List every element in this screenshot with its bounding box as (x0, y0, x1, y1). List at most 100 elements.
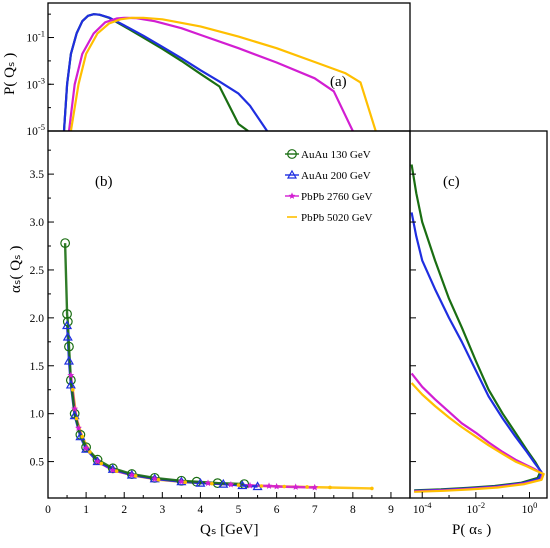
panel-b-xtick-label: 7 (312, 504, 318, 516)
panel-c-xtick-label-2: 100 (522, 500, 538, 516)
panel-b-point-PbPb5020 (183, 480, 187, 484)
panel-a-frame (47, 2, 411, 132)
panel-b-point-AuAu200 (63, 355, 74, 365)
panel-b-ytick-label: 0.5 (30, 457, 45, 469)
panel-a-line-PbPb5020 (69, 16, 377, 131)
panel-a-line-PbPb2760 (67, 16, 354, 131)
panel-c-ticks: 10-4 10-2 100 (410, 173, 538, 516)
panel-a-density-of-qs: 10-1 10-3 10-5 (a) P( Qₛ ) (2, 2, 411, 138)
panel-b-point-PbPb5020 (236, 483, 241, 487)
panel-b-point-PbPb5020 (305, 485, 309, 489)
panel-b-point-PbPb2760 (292, 483, 300, 490)
panel-c-xlabel: P( αₛ ) (452, 522, 491, 538)
panel-b-ytick-label: 2.5 (30, 265, 45, 277)
panel-b-xtick-label: 9 (388, 504, 394, 516)
panel-b-point-PbPb2760 (109, 466, 117, 474)
panel-b-point-AuAu200 (195, 477, 206, 487)
panel-b-point-PbPb2760 (227, 481, 235, 488)
panel-b-point-PbPb2760 (311, 483, 319, 491)
legend-marker-AuAu130 (287, 149, 297, 159)
panel-b-point-AuAu130 (64, 341, 74, 352)
panel-b-point-AuAu200 (107, 464, 118, 473)
panel-b-xtick-label: 3 (159, 504, 165, 516)
panel-b-point-PbPb5020 (370, 486, 374, 491)
panel-b-point-PbPb5020 (259, 484, 264, 488)
panel-a-tag: (a) (330, 74, 347, 90)
panel-b-point-PbPb5020 (70, 387, 75, 392)
panel-b-band-PbPb2760 (69, 375, 315, 489)
panel-b-point-PbPb5020 (88, 450, 92, 454)
panel-b-point-PbPb5020 (99, 461, 104, 466)
panel-b-point-PbPb2760 (71, 405, 79, 412)
legend-marker-PbPb2760 (288, 192, 296, 199)
panel-c-density-of-alpha: 10-4 10-2 100 (c) P( αₛ ) (409, 130, 548, 538)
panel-c-xtick-label-0: 10-4 (413, 500, 432, 516)
panel-b-point-PbPb5020 (210, 481, 214, 486)
panel-b-point-PbPb5020 (74, 416, 79, 421)
panel-b-ytick-label: 1.5 (30, 361, 45, 373)
panel-b-point-AuAu200 (81, 443, 92, 453)
panel-c-xtick-label-1: 10-2 (467, 500, 486, 516)
panel-b-point-AuAu200 (218, 478, 229, 488)
panel-c-line-PbPb2760 (410, 372, 545, 493)
panel-b-point-PbPb5020 (114, 469, 119, 473)
panel-b-point-PbPb2760 (75, 424, 82, 431)
panel-b-point-PbPb2760 (265, 482, 273, 489)
legend-marker-AuAu200 (286, 169, 298, 179)
panel-a-ticks: 10-1 10-3 10-5 (26, 13, 54, 138)
panel-a-ytick-label-2: 10-5 (26, 122, 45, 138)
panel-b-point-AuAu130 (62, 309, 72, 319)
panel-b-ytick-label: 3.0 (30, 217, 45, 229)
legend-label-AuAu130: AuAu 130 GeV (301, 149, 371, 161)
legend: AuAu 130 GeV AuAu 200 GeV PbPb 2760 GeV PbP… (285, 149, 373, 224)
panel-c-tag: (c) (443, 174, 460, 190)
panel-b-xtick-label: 4 (198, 504, 204, 516)
panel-b-point-PbPb5020 (328, 485, 332, 490)
panel-b-xtick-label: 6 (274, 504, 280, 516)
panel-b-xtick-label: 0 (45, 504, 51, 516)
panel-b-point-PbPb2760 (177, 478, 185, 485)
panel-a-ytick-label-1: 10-3 (26, 75, 45, 91)
panel-b-point-PbPb2760 (246, 481, 254, 489)
panel-b-tag: (b) (95, 174, 113, 190)
panel-b-point-PbPb5020 (133, 474, 138, 478)
panel-c-line-AuAu130 (410, 164, 542, 492)
panel-b-ticks: 0 1 2 3 4 5 6 7 8 9 0.5 1.0 1.5 2.0 2.5 3.0 3.5 (30, 149, 411, 516)
panel-b-point-AuAu130 (60, 238, 71, 249)
legend-label-PbPb5020: PbPb 5020 GeV (301, 212, 373, 224)
panel-b-point-AuAu200 (252, 481, 263, 491)
panel-b-xtick-label: 1 (83, 504, 89, 516)
panel-b-ytick-label: 1.0 (30, 409, 45, 421)
panel-b-point-PbPb2760 (151, 475, 159, 482)
panel-b-xlabel: Qₛ [GeV] (200, 522, 259, 538)
panel-b-point-PbPb2760 (67, 371, 75, 379)
panel-b-point-PbPb2760 (273, 482, 281, 490)
panel-b-point-AuAu130 (81, 442, 92, 453)
panel-c-line-PbPb5020 (410, 382, 545, 493)
panel-a-ylabel: P( Qₛ ) (2, 53, 18, 95)
panel-b-band-AuAu130 (63, 243, 245, 486)
legend-label-AuAu200: AuAu 200 GeV (301, 170, 371, 182)
panel-b-point-PbPb2760 (204, 479, 212, 487)
panel-a-curves (62, 13, 377, 131)
panel-b-xtick-label: 2 (121, 504, 127, 516)
panel-a-ytick-label-0: 10-1 (26, 29, 45, 45)
panel-b-xtick-label: 5 (236, 504, 242, 516)
panel-b-ytick-label: 3.5 (30, 169, 45, 181)
panel-b-point-AuAu200 (69, 410, 80, 420)
panel-b-band-PbPb5020 (71, 389, 372, 490)
panel-b-point-AuAu200 (65, 379, 76, 389)
panel-b-ytick-label: 2.0 (30, 313, 45, 325)
panel-b-point-AuAu200 (237, 480, 248, 490)
panel-b-point-PbPb2760 (94, 458, 101, 465)
panel-c-frame (409, 130, 548, 499)
panel-b-point-PbPb2760 (82, 444, 90, 452)
panel-b-point-PbPb5020 (156, 477, 161, 482)
panel-b-points (60, 238, 374, 491)
panel-b-alpha-vs-qs: 0 1 2 3 4 5 6 7 8 9 0.5 1.0 1.5 2.0 2.5 3.0 3.5 (b) Qₛ [… (8, 130, 411, 538)
legend-label-PbPb2760: PbPb 2760 GeV (301, 191, 373, 203)
panel-c-line-AuAu200 (410, 212, 543, 492)
panel-b-point-AuAu200 (62, 331, 73, 341)
panel-b-xtick-label: 8 (350, 504, 356, 516)
